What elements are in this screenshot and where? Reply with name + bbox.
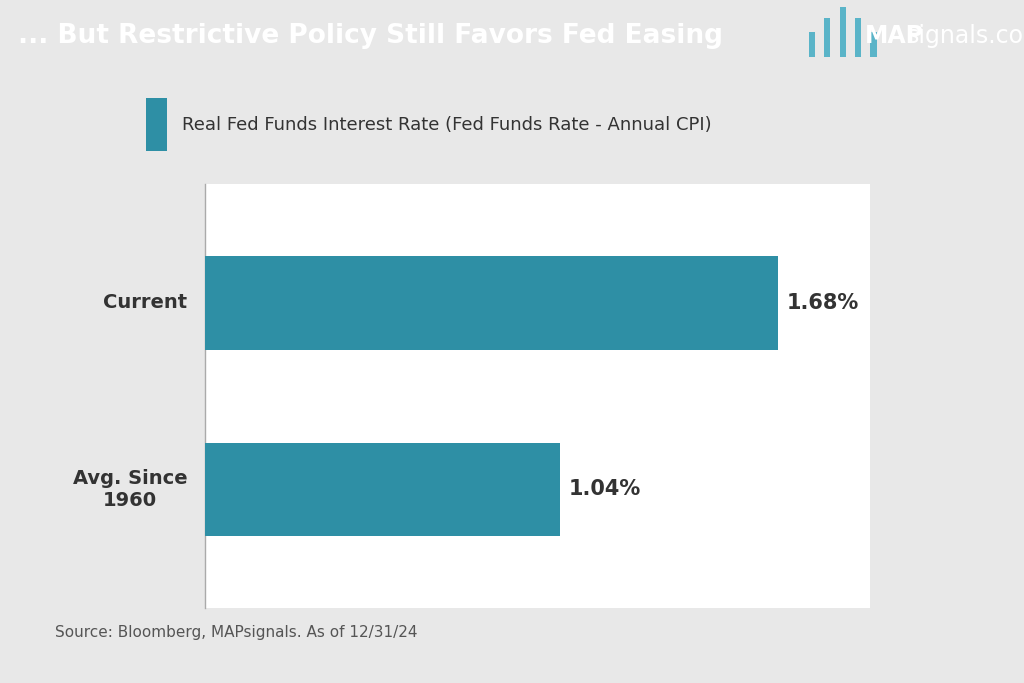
Bar [824, 18, 830, 57]
Text: 1.68%: 1.68% [786, 293, 859, 313]
Text: Source: Bloomberg, MAPsignals. As of 12/31/24: Source: Bloomberg, MAPsignals. As of 12/… [55, 625, 418, 640]
Text: 1.04%: 1.04% [568, 479, 641, 499]
Text: Real Fed Funds Interest Rate (Fed Funds Rate - Annual CPI): Real Fed Funds Interest Rate (Fed Funds … [182, 115, 712, 134]
Text: Avg. Since
1960: Avg. Since 1960 [73, 469, 187, 510]
Bar [855, 18, 861, 57]
Bar [146, 98, 167, 151]
Text: signals.com: signals.com [906, 24, 1024, 48]
Bar [809, 32, 815, 57]
Text: MAP: MAP [865, 24, 925, 48]
Text: ... But Restrictive Policy Still Favors Fed Easing: ... But Restrictive Policy Still Favors … [18, 23, 723, 49]
Text: Current: Current [103, 294, 187, 313]
Bar [840, 8, 846, 57]
Bar [205, 256, 778, 350]
Bar [870, 32, 877, 57]
Bar [205, 443, 560, 536]
